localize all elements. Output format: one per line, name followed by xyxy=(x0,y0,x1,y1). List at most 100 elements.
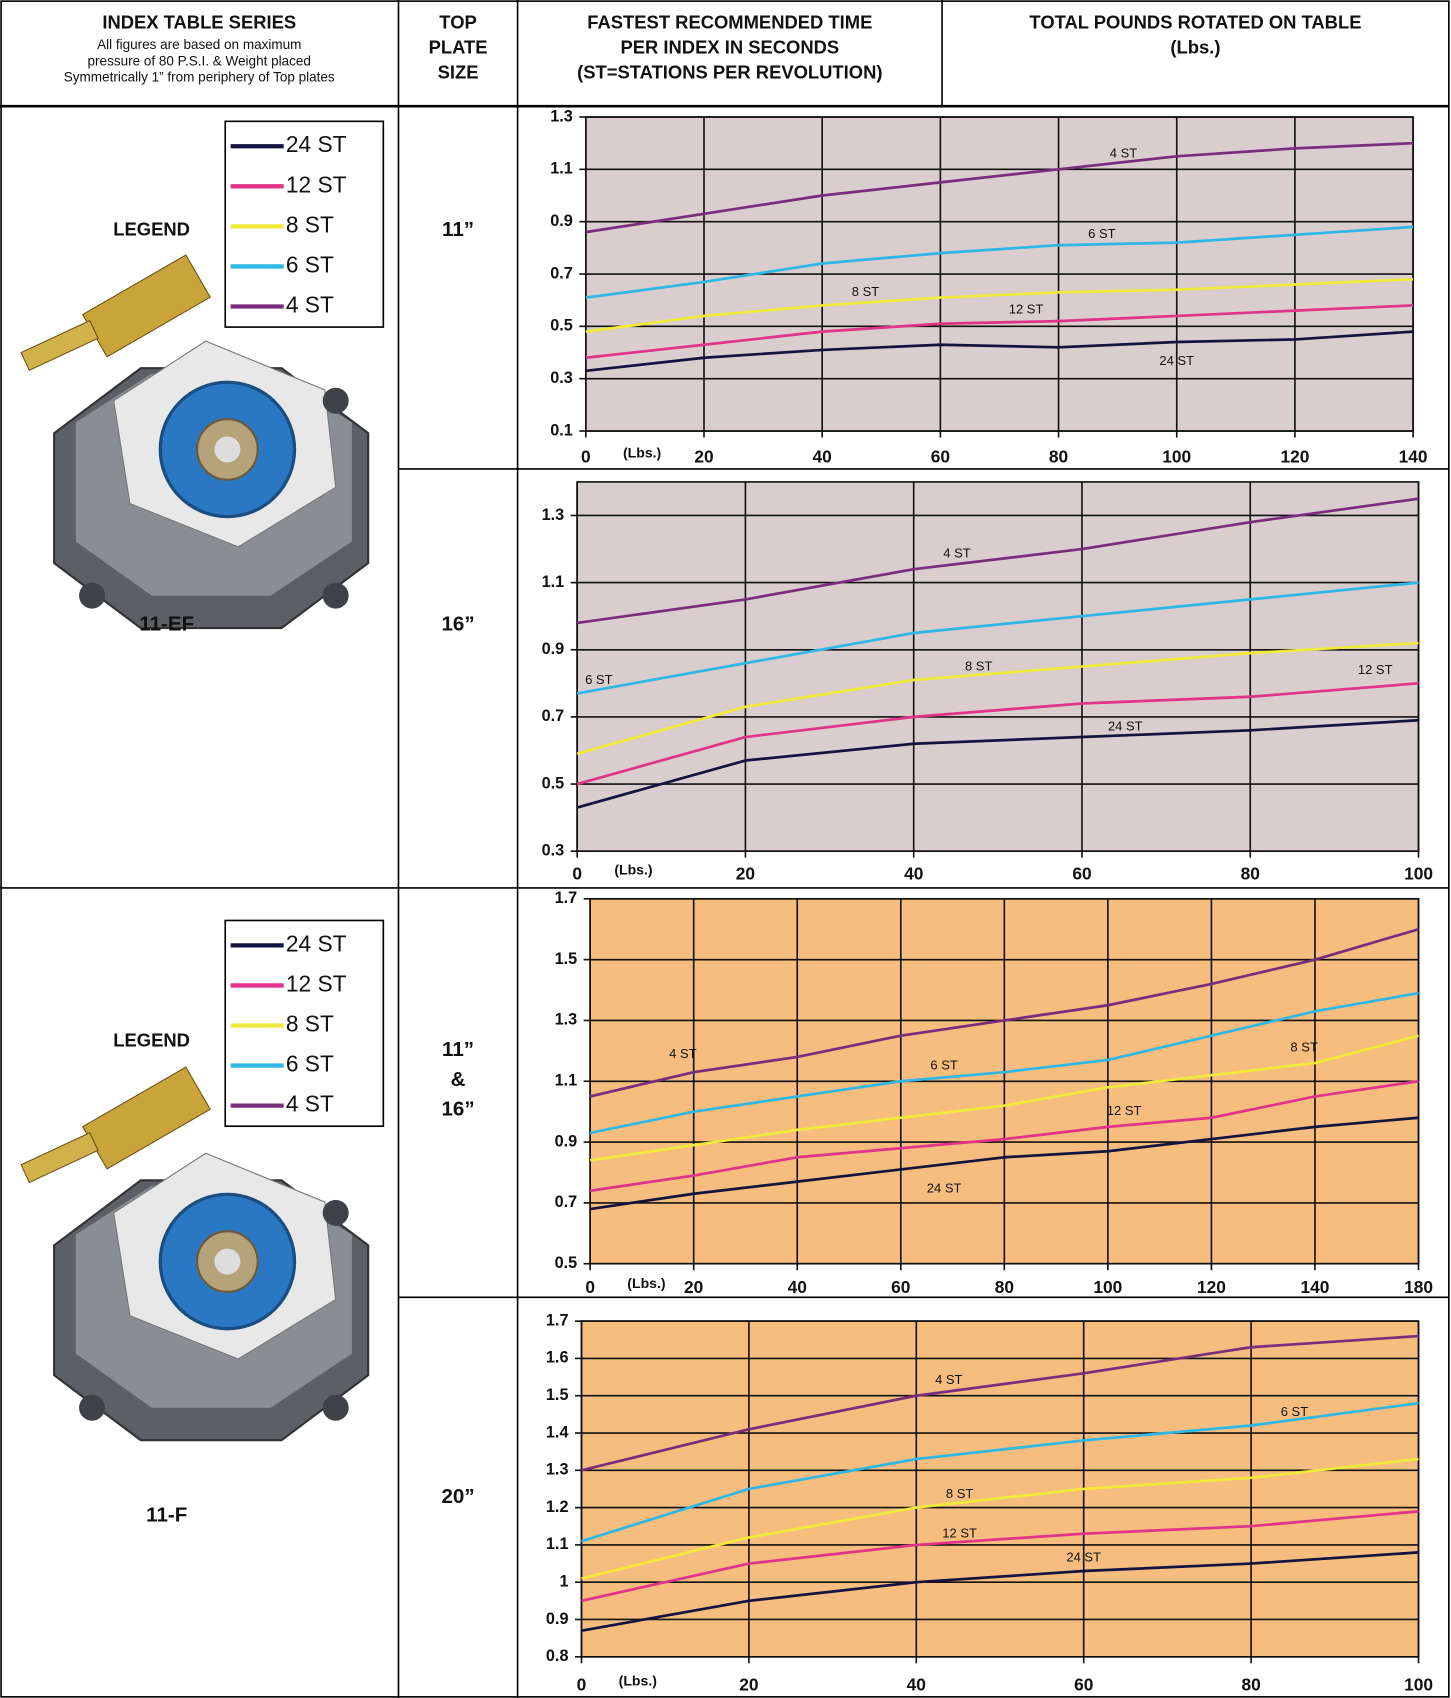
series-line xyxy=(589,991,1419,1135)
series-line xyxy=(585,225,1414,299)
header-text: TOP xyxy=(439,12,476,33)
y-tick-label: 0.7 xyxy=(550,264,573,282)
x-tick-label: 100 xyxy=(1404,864,1433,884)
y-tick-label: 1.1 xyxy=(546,1535,569,1553)
y-tick-label: 1.3 xyxy=(555,1011,578,1029)
header-text: PER INDEX IN SECONDS xyxy=(620,37,839,58)
x-tick-label: 140 xyxy=(1399,447,1428,467)
x-tick-label: 60 xyxy=(891,1277,910,1297)
x-tick-label: 0 xyxy=(572,864,582,884)
x-tick-label: 0 xyxy=(581,447,591,467)
x-tick-label: 100 xyxy=(1162,447,1191,467)
plot-area xyxy=(577,481,1419,852)
y-tick-label: 0.5 xyxy=(550,317,573,335)
x-tick-label: 40 xyxy=(907,1675,926,1695)
header-note: pressure of 80 P.S.I. & Weight placed xyxy=(88,53,311,68)
y-tick-label: 1.2 xyxy=(546,1498,569,1516)
x-tick-label: 20 xyxy=(736,864,755,884)
y-tick-label: 0.7 xyxy=(555,1193,578,1211)
x-tick-label: 80 xyxy=(1241,1675,1260,1695)
series-label: 8 ST xyxy=(946,1486,973,1501)
x-tick-label: 80 xyxy=(1049,447,1068,467)
series-line xyxy=(589,1116,1419,1211)
x-tick-label: 20 xyxy=(694,447,713,467)
series-label: 8 ST xyxy=(965,658,992,673)
y-tick-label: 1.3 xyxy=(550,107,573,125)
legend-label: 12 ST xyxy=(286,970,347,996)
series-line xyxy=(589,927,1419,1098)
series-label: 12 ST xyxy=(1358,662,1393,677)
y-tick-label: 0.9 xyxy=(555,1132,578,1150)
x-tick-label: 60 xyxy=(931,447,950,467)
header-text: (Lbs.) xyxy=(1170,37,1220,58)
series-label: 12 ST xyxy=(1107,1103,1142,1118)
y-tick-label: 1.4 xyxy=(546,1423,569,1441)
y-tick-label: 0.3 xyxy=(550,369,573,387)
y-tick-label: 1.7 xyxy=(555,889,578,907)
y-tick-label: 1 xyxy=(559,1572,568,1590)
x-tick-label: 100 xyxy=(1404,1675,1433,1695)
plate-size: 11” xyxy=(442,1038,474,1061)
series-line xyxy=(581,1401,1419,1543)
legend-label: 24 ST xyxy=(286,131,347,157)
series-line xyxy=(576,718,1419,809)
plot-frame xyxy=(580,1320,1420,1658)
legend-label: 12 ST xyxy=(286,171,347,197)
legend-label: 6 ST xyxy=(286,251,334,277)
x-tick-label: 40 xyxy=(788,1277,807,1297)
legend-label: 8 ST xyxy=(286,1011,334,1037)
series-label: 24 ST xyxy=(1066,1549,1101,1564)
series-label: 6 ST xyxy=(585,672,612,687)
x-tick-label: 120 xyxy=(1280,447,1309,467)
legend-label: 24 ST xyxy=(286,930,347,956)
series-label: 6 ST xyxy=(1281,1404,1308,1419)
header-text: FASTEST RECOMMENDED TIME xyxy=(587,12,872,33)
legend-label: 4 ST xyxy=(286,1091,334,1117)
header-note: All figures are based on maximum xyxy=(97,37,301,52)
series-line xyxy=(585,141,1414,234)
series-line xyxy=(576,581,1419,695)
header-title: INDEX TABLE SERIES xyxy=(102,12,296,33)
plot-frame xyxy=(576,481,1420,852)
x-tick-label: 20 xyxy=(739,1675,758,1695)
x-tick-label: 0 xyxy=(585,1277,595,1297)
plate-size: 11” xyxy=(442,218,474,241)
series-label: 8 ST xyxy=(852,284,879,299)
series-label: 24 ST xyxy=(927,1180,962,1195)
model-name: 11-F xyxy=(146,1503,187,1526)
series-line xyxy=(585,277,1414,333)
y-tick-label: 1.5 xyxy=(555,950,578,968)
x-axis-label: (Lbs.) xyxy=(627,1275,665,1291)
x-tick-label: 80 xyxy=(995,1277,1014,1297)
header-text: PLATE xyxy=(429,37,488,58)
legend-title: LEGEND xyxy=(113,1030,190,1051)
series-line xyxy=(585,330,1414,373)
series-line xyxy=(589,1079,1419,1193)
y-tick-label: 1.3 xyxy=(542,506,565,524)
series-line xyxy=(581,1551,1419,1633)
y-tick-label: 1.1 xyxy=(542,573,565,591)
x-tick-label: 140 xyxy=(1301,1277,1330,1297)
series-line xyxy=(576,681,1419,786)
x-tick-label: 40 xyxy=(813,447,832,467)
y-tick-label: 0.9 xyxy=(546,1610,569,1628)
series-label: 24 ST xyxy=(1159,353,1194,368)
y-tick-label: 1.1 xyxy=(550,160,573,178)
series-label: 4 ST xyxy=(943,545,970,560)
y-tick-label: 1.3 xyxy=(546,1461,569,1479)
series-label: 12 ST xyxy=(1009,302,1044,317)
x-tick-label: 80 xyxy=(1241,864,1260,884)
header-text: (ST=STATIONS PER REVOLUTION) xyxy=(577,62,882,83)
legend-title: LEGEND xyxy=(113,219,190,240)
y-tick-label: 0.9 xyxy=(542,640,565,658)
y-tick-label: 0.7 xyxy=(542,707,565,725)
x-axis-label: (Lbs.) xyxy=(614,861,652,877)
x-tick-label: 0 xyxy=(577,1675,587,1695)
y-tick-label: 0.1 xyxy=(550,421,573,439)
plate-size: 16” xyxy=(441,1097,474,1120)
plate-size: 20” xyxy=(441,1485,474,1508)
y-tick-label: 1.5 xyxy=(546,1386,569,1404)
legend-label: 6 ST xyxy=(286,1051,334,1077)
x-tick-label: 120 xyxy=(1197,1277,1226,1297)
